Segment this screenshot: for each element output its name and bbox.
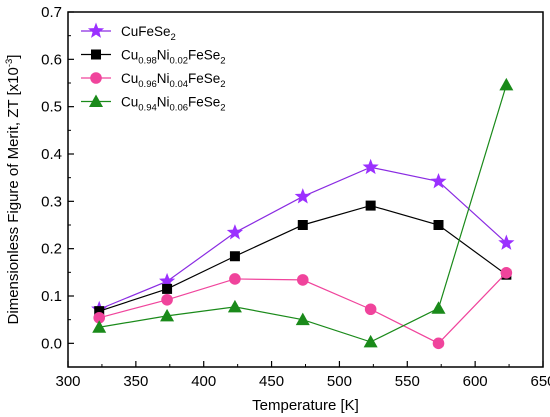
legend-label: Cu0.94Ni0.06FeSe2 <box>121 95 226 114</box>
x-tick-label: 400 <box>191 373 216 390</box>
series-2-point <box>433 220 444 230</box>
series-4-point <box>363 334 378 348</box>
series-4 <box>92 77 514 348</box>
x-tick-label: 350 <box>123 373 148 390</box>
y-axis-title-suffix: ] <box>5 55 22 59</box>
series-1-point <box>294 188 311 204</box>
series-1-point <box>158 272 176 289</box>
y-axis-title: Dimensionless Figure of Merit, ZT [x10-3… <box>4 55 22 325</box>
y-tick-label: 0.4 <box>41 146 62 163</box>
x-tick-label: 450 <box>259 373 284 390</box>
y-tick-label: 0.6 <box>41 51 62 68</box>
series-2-point <box>229 251 240 262</box>
x-axis: 300 350 400 450 500 550 600 650 <box>55 361 550 390</box>
series-2-point <box>162 283 173 294</box>
y-tick-label: 0.5 <box>41 99 62 116</box>
series-1-point <box>498 234 515 250</box>
series-3-point <box>93 311 106 324</box>
series-3-point <box>364 303 377 316</box>
legend-item-1: CuFeSe2 <box>81 22 176 43</box>
y-tick-label: 0.3 <box>41 193 62 210</box>
legend-marker <box>90 72 102 84</box>
x-tick-label: 500 <box>327 373 352 390</box>
legend-marker <box>89 94 103 107</box>
legend-item-3: Cu0.96Ni0.04FeSe2 <box>81 71 226 90</box>
series-1-point <box>226 224 244 240</box>
x-tick-label: 650 <box>530 373 550 390</box>
series-4-point <box>92 320 107 333</box>
series-4-line <box>99 84 507 343</box>
series-2-point <box>297 220 308 230</box>
y-tick-label: 0.1 <box>41 288 62 305</box>
x-tick-label: 300 <box>55 373 80 390</box>
series-3-point <box>161 293 173 306</box>
series-3-point <box>229 273 241 285</box>
series-3-point <box>432 337 445 350</box>
series-4-point <box>160 308 175 322</box>
legend-label: CuFeSe2 <box>121 24 176 43</box>
series-3-point <box>500 267 513 279</box>
legend-label: Cu0.96Ni0.04FeSe2 <box>121 71 226 90</box>
legend-label: Cu0.98Ni0.02FeSe2 <box>121 48 226 67</box>
y-axis-title-main: Dimensionless Figure of Merit, ZT [x10 <box>5 67 22 324</box>
series-2 <box>94 200 512 317</box>
series-1-point <box>430 172 447 189</box>
y-axis-title-exponent: -3 <box>4 59 15 67</box>
series-4-point <box>499 77 514 91</box>
x-axis-title: Temperature [K] <box>252 397 359 414</box>
series-2-point <box>365 200 376 211</box>
series-3 <box>93 267 513 350</box>
series-1-point <box>362 158 379 175</box>
y-tick-label: 0.0 <box>41 335 62 352</box>
series-2-point <box>94 306 105 317</box>
y-tick-label: 0.7 <box>41 4 62 21</box>
legend-item-2: Cu0.98Ni0.02FeSe2 <box>81 48 226 67</box>
x-tick-label: 600 <box>463 373 488 390</box>
legend-marker <box>91 49 101 60</box>
y-axis: 0.0 0.1 0.2 0.3 0.4 0.5 0.6 0.7 <box>41 4 74 368</box>
plot-content <box>91 77 515 350</box>
series-4-point <box>431 301 446 314</box>
y-tick-label: 0.2 <box>41 241 62 258</box>
legend-item-4: Cu0.94Ni0.06FeSe2 <box>81 94 226 114</box>
series-4-point <box>227 299 242 313</box>
legend-marker <box>87 22 105 38</box>
series-4-point <box>295 312 310 326</box>
series-3-point <box>296 274 309 286</box>
legend: CuFeSe2 Cu0.98Ni0.02FeSe2 Cu0.96Ni0.04FeSe… <box>81 22 226 114</box>
x-tick-label: 550 <box>395 373 420 390</box>
